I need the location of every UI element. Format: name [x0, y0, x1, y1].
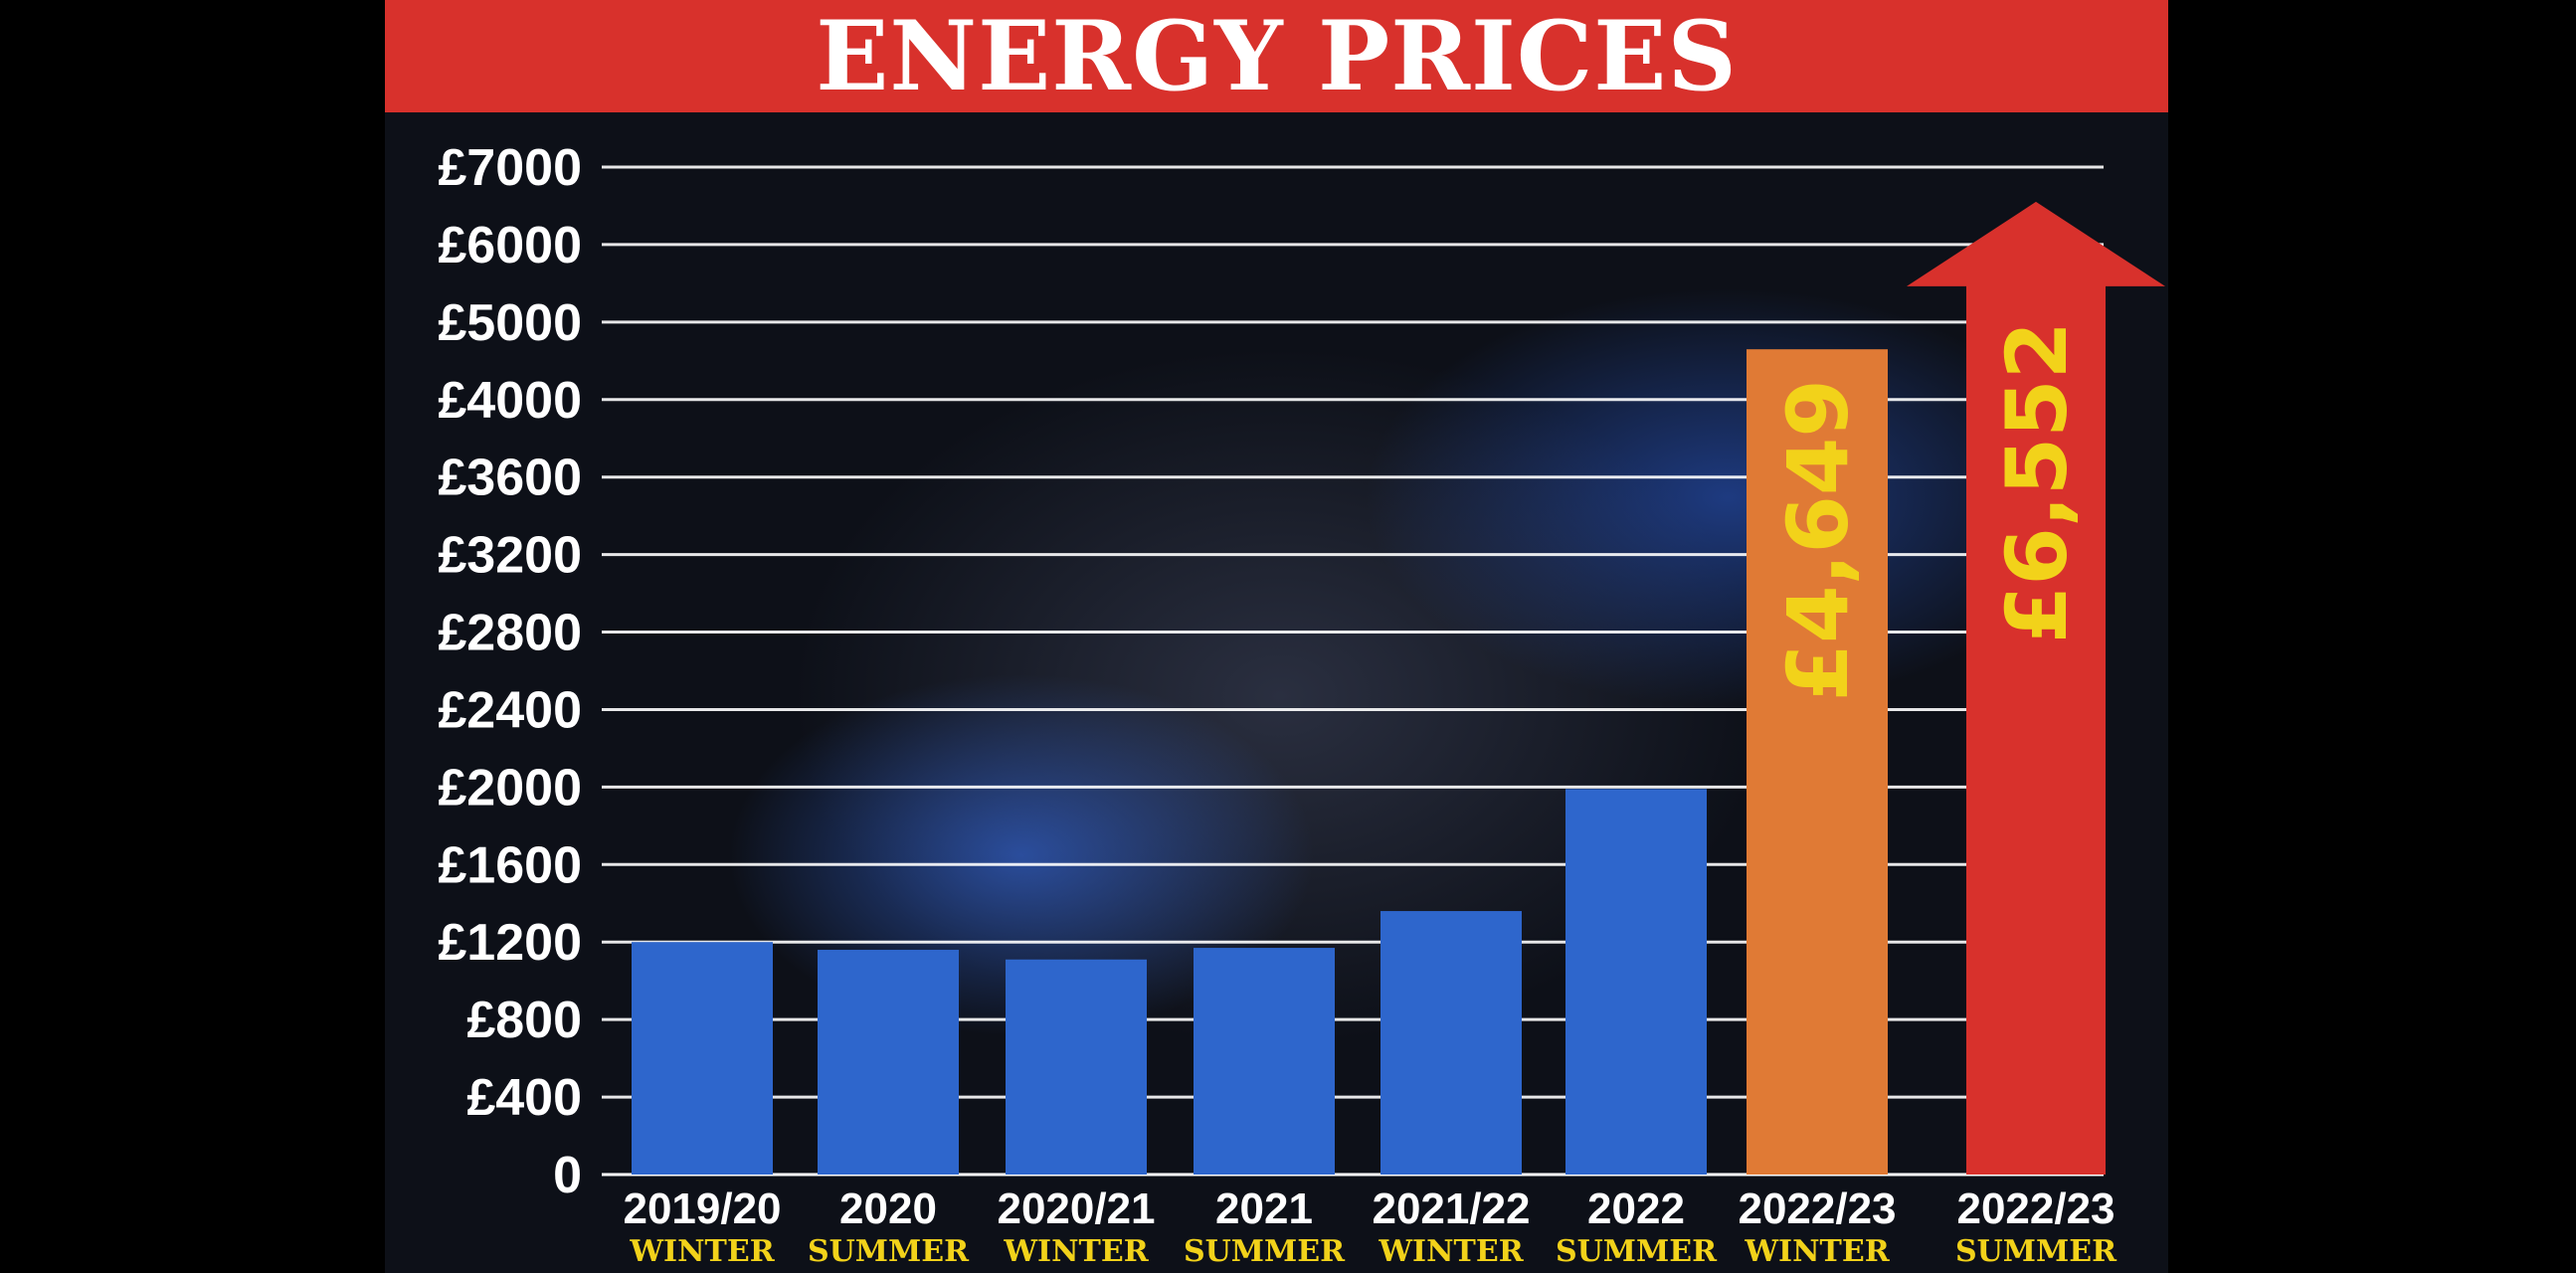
y-tick-label: £7000	[438, 139, 582, 197]
x-tick-label: 2019/20	[623, 1184, 781, 1233]
bar-arrow	[1907, 201, 2165, 1175]
y-tick-label: 0	[553, 1147, 582, 1204]
x-tick-sublabel: WINTER	[1003, 1234, 1149, 1269]
title-banner: ENERGY PRICES	[385, 0, 2168, 112]
bar	[632, 942, 773, 1175]
bar-value-label: £4,649	[1769, 379, 1867, 701]
bar	[1380, 911, 1522, 1175]
y-tick-label: £1200	[438, 914, 582, 972]
y-tick-label: £3600	[438, 450, 582, 507]
x-tick-sublabel: SUMMER	[808, 1234, 970, 1269]
x-tick-label: 2022/23	[1956, 1184, 2115, 1233]
x-tick-sublabel: SUMMER	[1184, 1234, 1346, 1269]
bar-value-label: £6,552	[1988, 321, 2086, 643]
y-tick-label: £400	[466, 1069, 582, 1127]
x-tick-label: 2022/23	[1738, 1184, 1896, 1233]
chart-panel: ENERGY PRICES £7000 £6000 £5000 £4000 £3600 £…	[385, 0, 2168, 1273]
x-tick-label: 2021	[1215, 1184, 1313, 1233]
y-tick-label: £4000	[438, 372, 582, 430]
bar	[818, 950, 959, 1175]
x-tick-label: 2022	[1587, 1184, 1685, 1233]
bar	[1565, 789, 1707, 1175]
x-tick-sublabel: SUMMER	[1955, 1234, 2117, 1269]
x-tick-sublabel: SUMMER	[1556, 1234, 1718, 1269]
x-tick-sublabel: WINTER	[629, 1234, 775, 1269]
x-tick-label: 2020/21	[997, 1184, 1155, 1233]
y-tick-label: £800	[466, 992, 582, 1049]
y-tick-label: £2800	[438, 605, 582, 662]
y-tick-label: £1600	[438, 836, 582, 894]
y-tick-label: £6000	[438, 217, 582, 274]
y-tick-label: £3200	[438, 527, 582, 585]
y-tick-label: £5000	[438, 294, 582, 352]
bar	[1194, 948, 1335, 1175]
x-tick-sublabel: WINTER	[1744, 1234, 1890, 1269]
y-tick-label: £2000	[438, 759, 582, 817]
x-tick-label: 2021/22	[1372, 1184, 1530, 1233]
bar	[1747, 349, 1888, 1175]
x-tick-label: 2020	[839, 1184, 937, 1233]
bar-chart: £7000£6000£5000£4000£3600£3200£2800£2400…	[438, 139, 2165, 1269]
chart-title: ENERGY PRICES	[816, 0, 1738, 112]
x-tick-sublabel: WINTER	[1378, 1234, 1524, 1269]
bar	[1006, 959, 1147, 1175]
y-tick-label: £2400	[438, 681, 582, 739]
